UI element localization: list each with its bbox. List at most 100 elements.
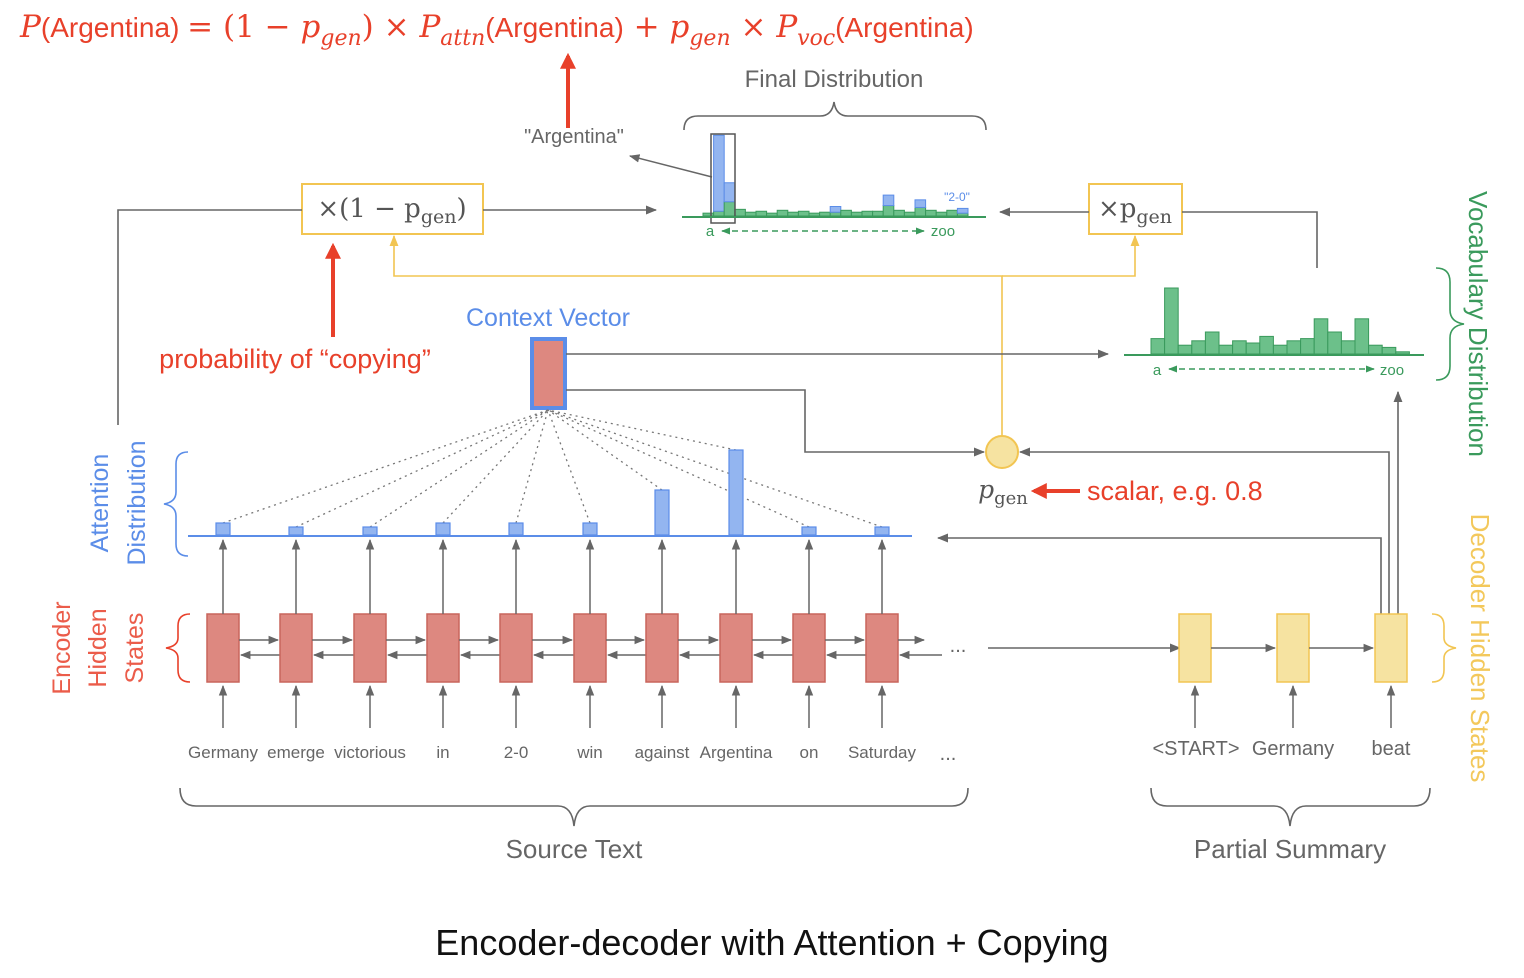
encoder-state (719, 613, 753, 683)
attention-bar (728, 449, 744, 536)
attention-bar (362, 526, 378, 536)
one-minus-pgen-label: ×(1 − pgen) (317, 194, 466, 228)
attention-dotted-line (222, 409, 549, 524)
formula: P(Argentina) = (1 − pgen) × Pattn(Argent… (19, 9, 974, 51)
encoder-to-left-multiplier-line (117, 209, 302, 425)
encoder-state (279, 613, 313, 683)
final-green-bar (829, 211, 842, 217)
encoder-brace (165, 613, 191, 683)
final-green-bar (766, 212, 778, 217)
attention-bar (582, 522, 598, 536)
one-minus-pgen-close: ) (456, 194, 466, 224)
vocab-bar (1327, 331, 1342, 355)
pgen-multiplier-box (1088, 183, 1183, 235)
final-green-bar (946, 209, 958, 217)
decoder-state (1276, 613, 1310, 683)
vocab-bar (1259, 335, 1274, 355)
attention-dotted-line (295, 409, 549, 528)
final-green-bar (935, 211, 948, 217)
encoder-ellipsis: ... (950, 635, 967, 657)
vocab-bar (1177, 344, 1193, 355)
one-minus-pgen-box (301, 183, 484, 235)
source-token: Saturday (848, 743, 917, 762)
attention-label-line1: Attention (86, 454, 114, 553)
attention-bar (435, 522, 451, 536)
attention-label-line2: Distribution (123, 440, 151, 565)
encoder-label-line1: Encoder (48, 601, 76, 694)
context-vector-label: Context Vector (466, 304, 630, 332)
source-token: emerge (267, 743, 325, 762)
partial-summary-label: Partial Summary (1194, 834, 1386, 864)
final-green-bar (861, 210, 874, 217)
encoder-state (865, 613, 899, 683)
vocab-brace (1435, 267, 1465, 381)
final-green-bar (787, 211, 799, 217)
decoder-to-attention-arrow (936, 533, 1382, 614)
vocab-bar (1381, 346, 1397, 355)
pgen-multiplier-label: ×pgen (1098, 194, 1172, 228)
final-blue-bar (882, 194, 895, 207)
formula-times: × (731, 9, 777, 45)
vocab-bar (1164, 287, 1179, 355)
formula-P-1: P (19, 9, 42, 45)
attention-brace (163, 451, 189, 557)
vocab-bar (1232, 340, 1247, 355)
encoder-step: against (635, 538, 720, 762)
encoder-state (499, 613, 533, 683)
encoder-label-line3: States (121, 613, 149, 684)
vocab-distribution-bars (1150, 287, 1410, 355)
final-green-bar (819, 211, 831, 217)
attention-dotted-line (547, 409, 591, 524)
attention-bar (215, 522, 231, 536)
decoder-label: Decoder Hidden States (1465, 514, 1495, 783)
vocab-bar (1191, 340, 1206, 355)
final-axis-start: a (706, 223, 715, 240)
formula-p-1: p (301, 9, 321, 45)
vocab-axis-start: a (1153, 362, 1162, 379)
formula-word-1: Argentina (50, 12, 170, 43)
final-green-bar (893, 209, 905, 217)
vocab-bar (1340, 340, 1356, 355)
decoder-brace (1431, 613, 1457, 683)
decoder-states: <START> Germany beat (1152, 613, 1411, 760)
vocab-bar (1368, 344, 1383, 355)
encoder-step: on (792, 538, 866, 762)
encoder-state (645, 613, 679, 683)
source-token: against (635, 743, 690, 762)
attention-bar (801, 526, 817, 536)
encoder-step: win (573, 538, 646, 762)
encoder-state (426, 613, 460, 683)
vocab-bar (1150, 338, 1166, 355)
final-green-bar (734, 208, 746, 217)
pgen-label: pgen (978, 475, 1028, 509)
decoder-state (1178, 613, 1212, 683)
argentina-label: "Argentina" (524, 126, 624, 148)
final-distribution-brace (683, 101, 987, 131)
source-token: 2-0 (504, 743, 529, 762)
attention-bar (288, 526, 304, 536)
formula-p-2: p (669, 9, 689, 45)
attention-dotted-line (547, 409, 810, 528)
vocab-bar (1354, 318, 1370, 355)
vocab-axis-end: zoo (1380, 362, 1404, 379)
attention-dotted-lines (222, 409, 883, 528)
final-green-bar (776, 209, 789, 217)
formula-gen-1: gen (320, 26, 361, 51)
caption: Encoder-decoder with Attention + Copying (435, 922, 1108, 963)
encoder-state (792, 613, 826, 683)
encoder-states: Germany emerge victorious in 2-0 win against Ar… (188, 538, 942, 762)
final-blue-bar (956, 207, 969, 214)
source-text-label: Source Text (506, 834, 644, 864)
vocab-bar (1204, 331, 1220, 355)
final-green-bar (723, 201, 736, 217)
encoder-step: 2-0 (499, 538, 574, 762)
attention-dotted-line (442, 409, 549, 524)
final-green-bar (840, 209, 852, 217)
formula-word-3: Argentina (845, 12, 965, 43)
final-green-bar (797, 210, 810, 217)
pgen-yellow-line (389, 234, 1003, 436)
attention-dotted-line (547, 409, 737, 451)
summary-token: beat (1372, 738, 1411, 760)
context-vector-box (530, 337, 567, 410)
